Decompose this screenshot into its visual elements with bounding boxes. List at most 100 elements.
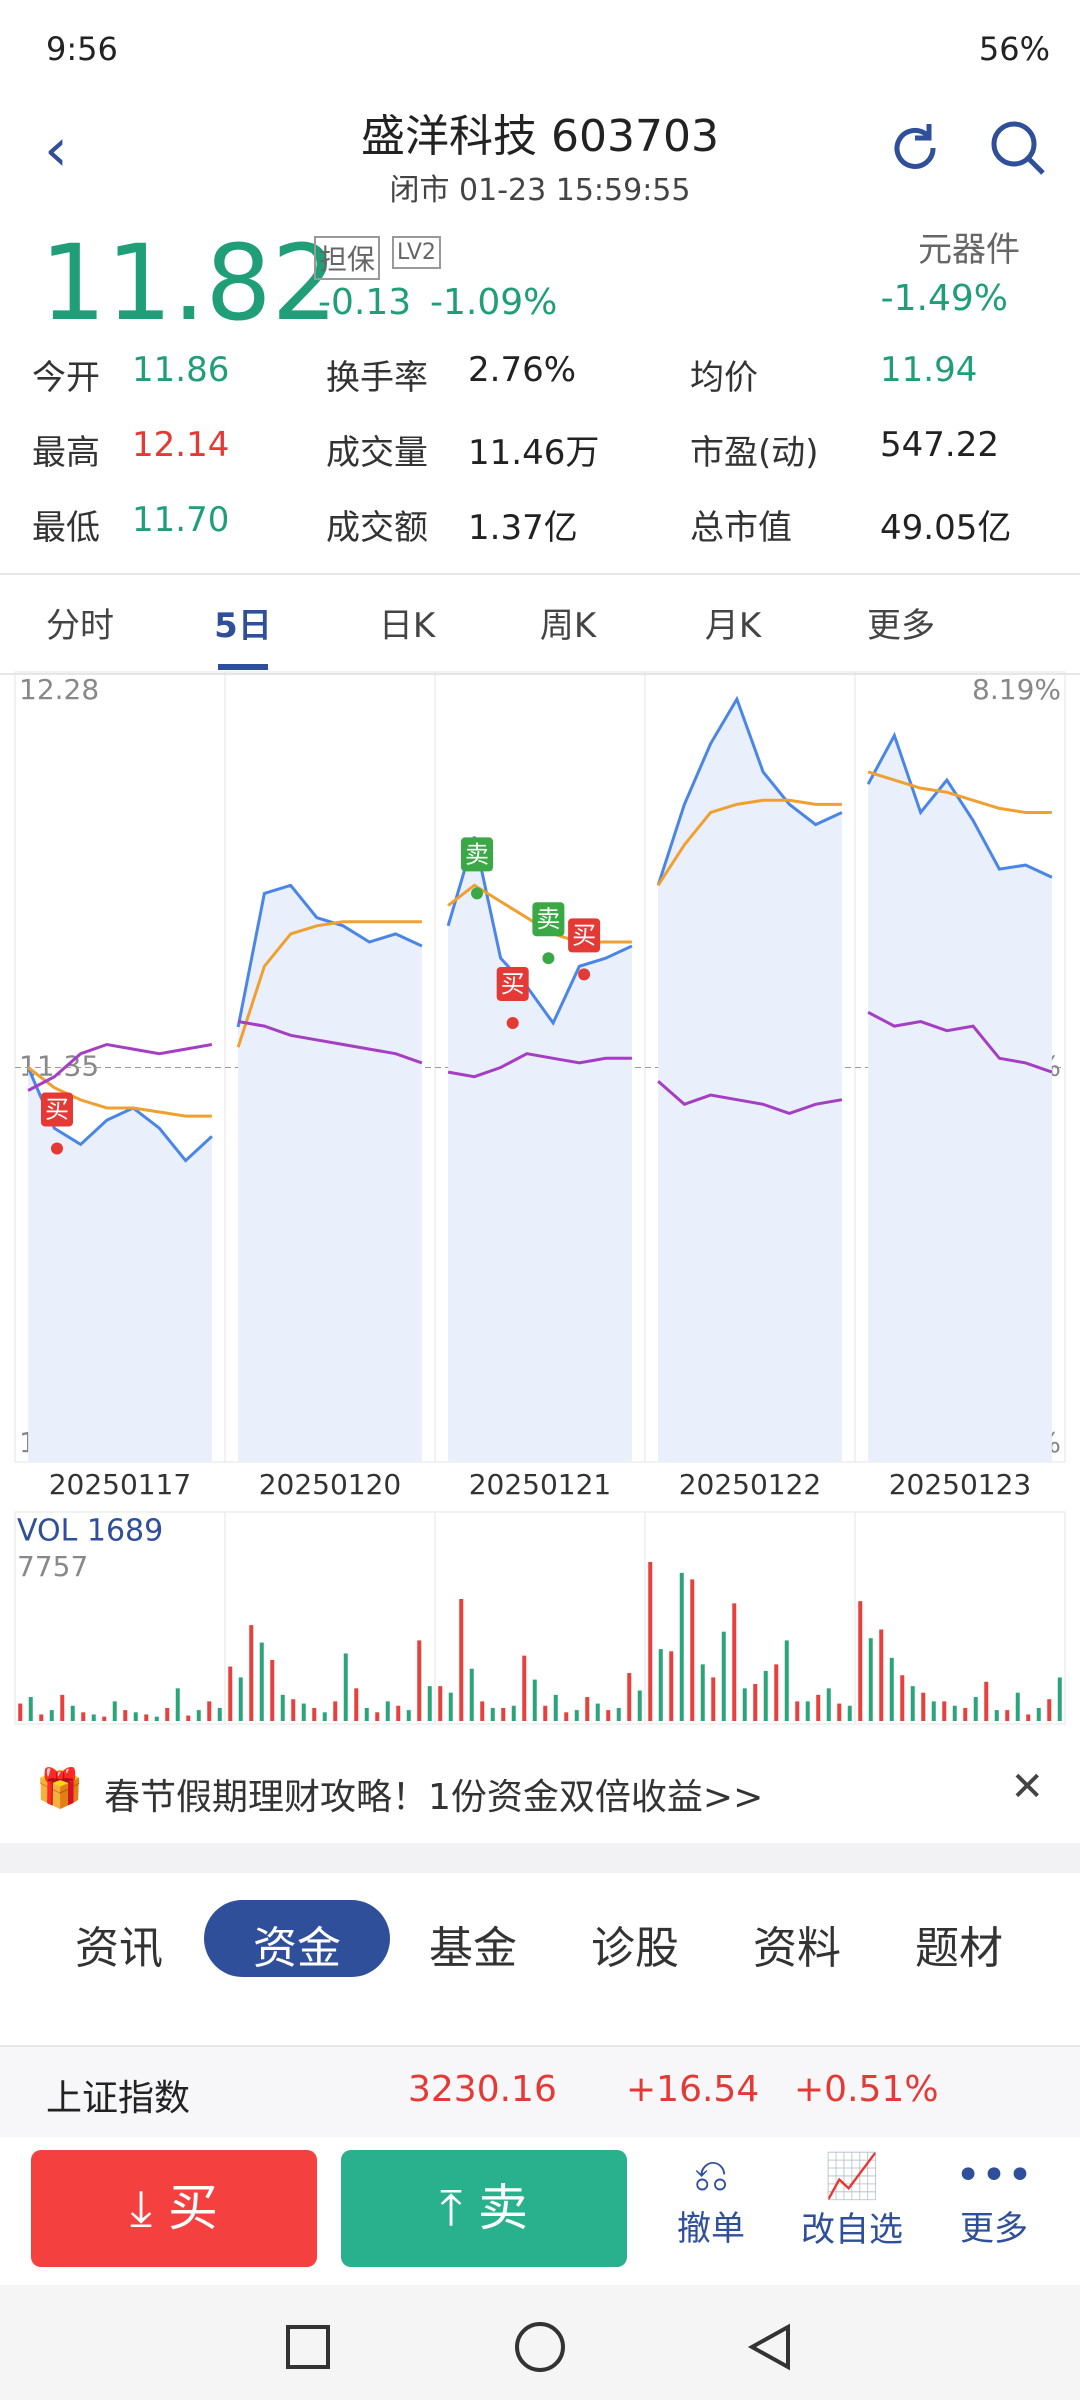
section-selected	[204, 1900, 390, 1977]
volume-bar	[511, 1705, 516, 1721]
stat-value: 11.86	[132, 350, 230, 390]
volume-bar	[595, 1703, 600, 1721]
vol-title: VOL 1689	[17, 1514, 163, 1549]
x-tick-label: 20250120	[259, 1468, 402, 1501]
trade-badge	[461, 837, 493, 872]
banner[interactable]: 🎁 春节假期理财攻略！1份资金双倍收益>> ✕	[0, 1740, 1080, 1840]
section-tab[interactable]: 资料	[753, 1923, 841, 1974]
volume-bar	[648, 1561, 653, 1721]
chart-tab[interactable]: 更多	[867, 606, 935, 646]
volume-bar	[427, 1686, 432, 1721]
volume-bar	[522, 1655, 527, 1721]
nav-bar	[0, 2285, 1080, 2400]
volume-bar	[1015, 1692, 1020, 1721]
watchlist-button[interactable]: 📈 改自选	[792, 2150, 912, 2251]
volume-bar	[963, 1707, 968, 1721]
y2-tick-label: 8.19%	[972, 673, 1061, 706]
volume-bar	[469, 1668, 474, 1721]
volume-bar	[18, 1703, 23, 1721]
volume-bar	[700, 1664, 705, 1721]
trade-dot	[506, 1016, 519, 1029]
chart-tab[interactable]: 月K	[704, 606, 762, 646]
volume-bar	[826, 1688, 831, 1721]
volume-bar	[553, 1694, 558, 1721]
banner-text: 春节假期理财攻略！1份资金双倍收益>>	[104, 1777, 764, 1818]
trade-dot	[51, 1142, 63, 1155]
stat-label: 均价	[690, 358, 758, 398]
volume-bar	[396, 1705, 401, 1721]
refresh-button[interactable]	[885, 118, 945, 178]
title: 盛洋科技 603703	[361, 111, 719, 162]
volume-bar	[438, 1686, 443, 1721]
trade-badge	[41, 1092, 73, 1127]
chart-tab[interactable]: 周K	[539, 606, 597, 646]
trade-label: 买	[45, 1095, 69, 1123]
stat-value: 2.76%	[468, 350, 577, 390]
back-button[interactable]: ‹	[44, 115, 68, 185]
tag: 担保	[314, 236, 381, 280]
vol-tick-label: 7757	[17, 1550, 88, 1583]
buy-button[interactable]: ⤓ 买	[31, 2150, 317, 2267]
stat-value: 11.46万	[468, 433, 600, 473]
volume-bar	[175, 1688, 180, 1721]
chart: 20250117 20250120 20250121 20250122 20250123…	[14, 671, 1066, 1725]
volume-bar	[406, 1710, 411, 1721]
volume-bar	[490, 1707, 495, 1721]
index-name: 上证指数	[46, 2078, 191, 2119]
volume-bar	[1047, 1699, 1052, 1721]
volume-bar	[448, 1692, 453, 1721]
stat-label: 最低	[32, 508, 100, 548]
cancel-button[interactable]: ⎌ 撤单	[661, 2150, 761, 2250]
stat-label: 市盈(动)	[690, 433, 819, 473]
section-tab[interactable]: 资金	[253, 1923, 341, 1974]
separator	[0, 1843, 1080, 1873]
volume-bar	[847, 1705, 852, 1721]
search-button[interactable]	[988, 118, 1048, 178]
section-tab[interactable]: 诊股	[591, 1923, 679, 1974]
volume-bar	[301, 1703, 306, 1721]
volume-bar	[984, 1681, 989, 1721]
volume-bar	[564, 1712, 569, 1721]
x-tick-label: 20250122	[679, 1468, 822, 1501]
chart-tab[interactable]: 分时	[46, 606, 114, 646]
stat-value: 49.05亿	[880, 508, 1012, 548]
index-bar[interactable]: 上证指数 3230.16 +16.54 +0.51%	[0, 2045, 1080, 2137]
volume-bar	[532, 1679, 537, 1721]
section-tab[interactable]: 资讯	[75, 1923, 163, 1974]
price-area	[658, 699, 842, 1462]
volume-bar	[186, 1715, 191, 1721]
stat-label: 换手率	[326, 358, 428, 398]
volume-bar	[364, 1707, 369, 1721]
sell-button[interactable]: ⤒ 卖	[341, 2150, 627, 2267]
trade-badge	[532, 902, 565, 937]
trade-dot	[471, 887, 483, 900]
section-tab[interactable]: 基金	[429, 1923, 517, 1974]
series-line	[27, 1042, 213, 1092]
volume-bar	[217, 1707, 222, 1721]
sector-change: -1.49%	[880, 278, 1008, 319]
series-line	[657, 1080, 843, 1116]
stat-label: 最高	[32, 433, 100, 473]
stat-value: 11.94	[880, 350, 978, 390]
x-tick-label: 20250123	[889, 1468, 1032, 1501]
volume-bar	[900, 1675, 905, 1721]
section-tab[interactable]: 题材	[915, 1923, 1003, 1974]
volume-bar	[112, 1701, 117, 1721]
volume-bar	[238, 1677, 243, 1721]
volume-bar	[501, 1707, 506, 1721]
volume-bar	[973, 1697, 978, 1721]
series-line	[236, 920, 422, 1048]
trade-label: 买	[572, 921, 596, 949]
sector[interactable]: 元器件	[918, 230, 1020, 270]
status-time: 9:56	[46, 30, 118, 68]
volume-bar	[102, 1716, 107, 1721]
chart-tab[interactable]: 日K	[378, 606, 436, 646]
volume-bar	[637, 1690, 642, 1721]
volume-bar	[39, 1714, 44, 1721]
index-change-pct: +0.51%	[794, 2069, 939, 2110]
volume-bar	[721, 1631, 726, 1721]
chart-tab[interactable]: 5日	[214, 606, 272, 646]
stat-value: 11.70	[132, 500, 230, 540]
more-button[interactable]: ••• 更多	[944, 2150, 1044, 2250]
